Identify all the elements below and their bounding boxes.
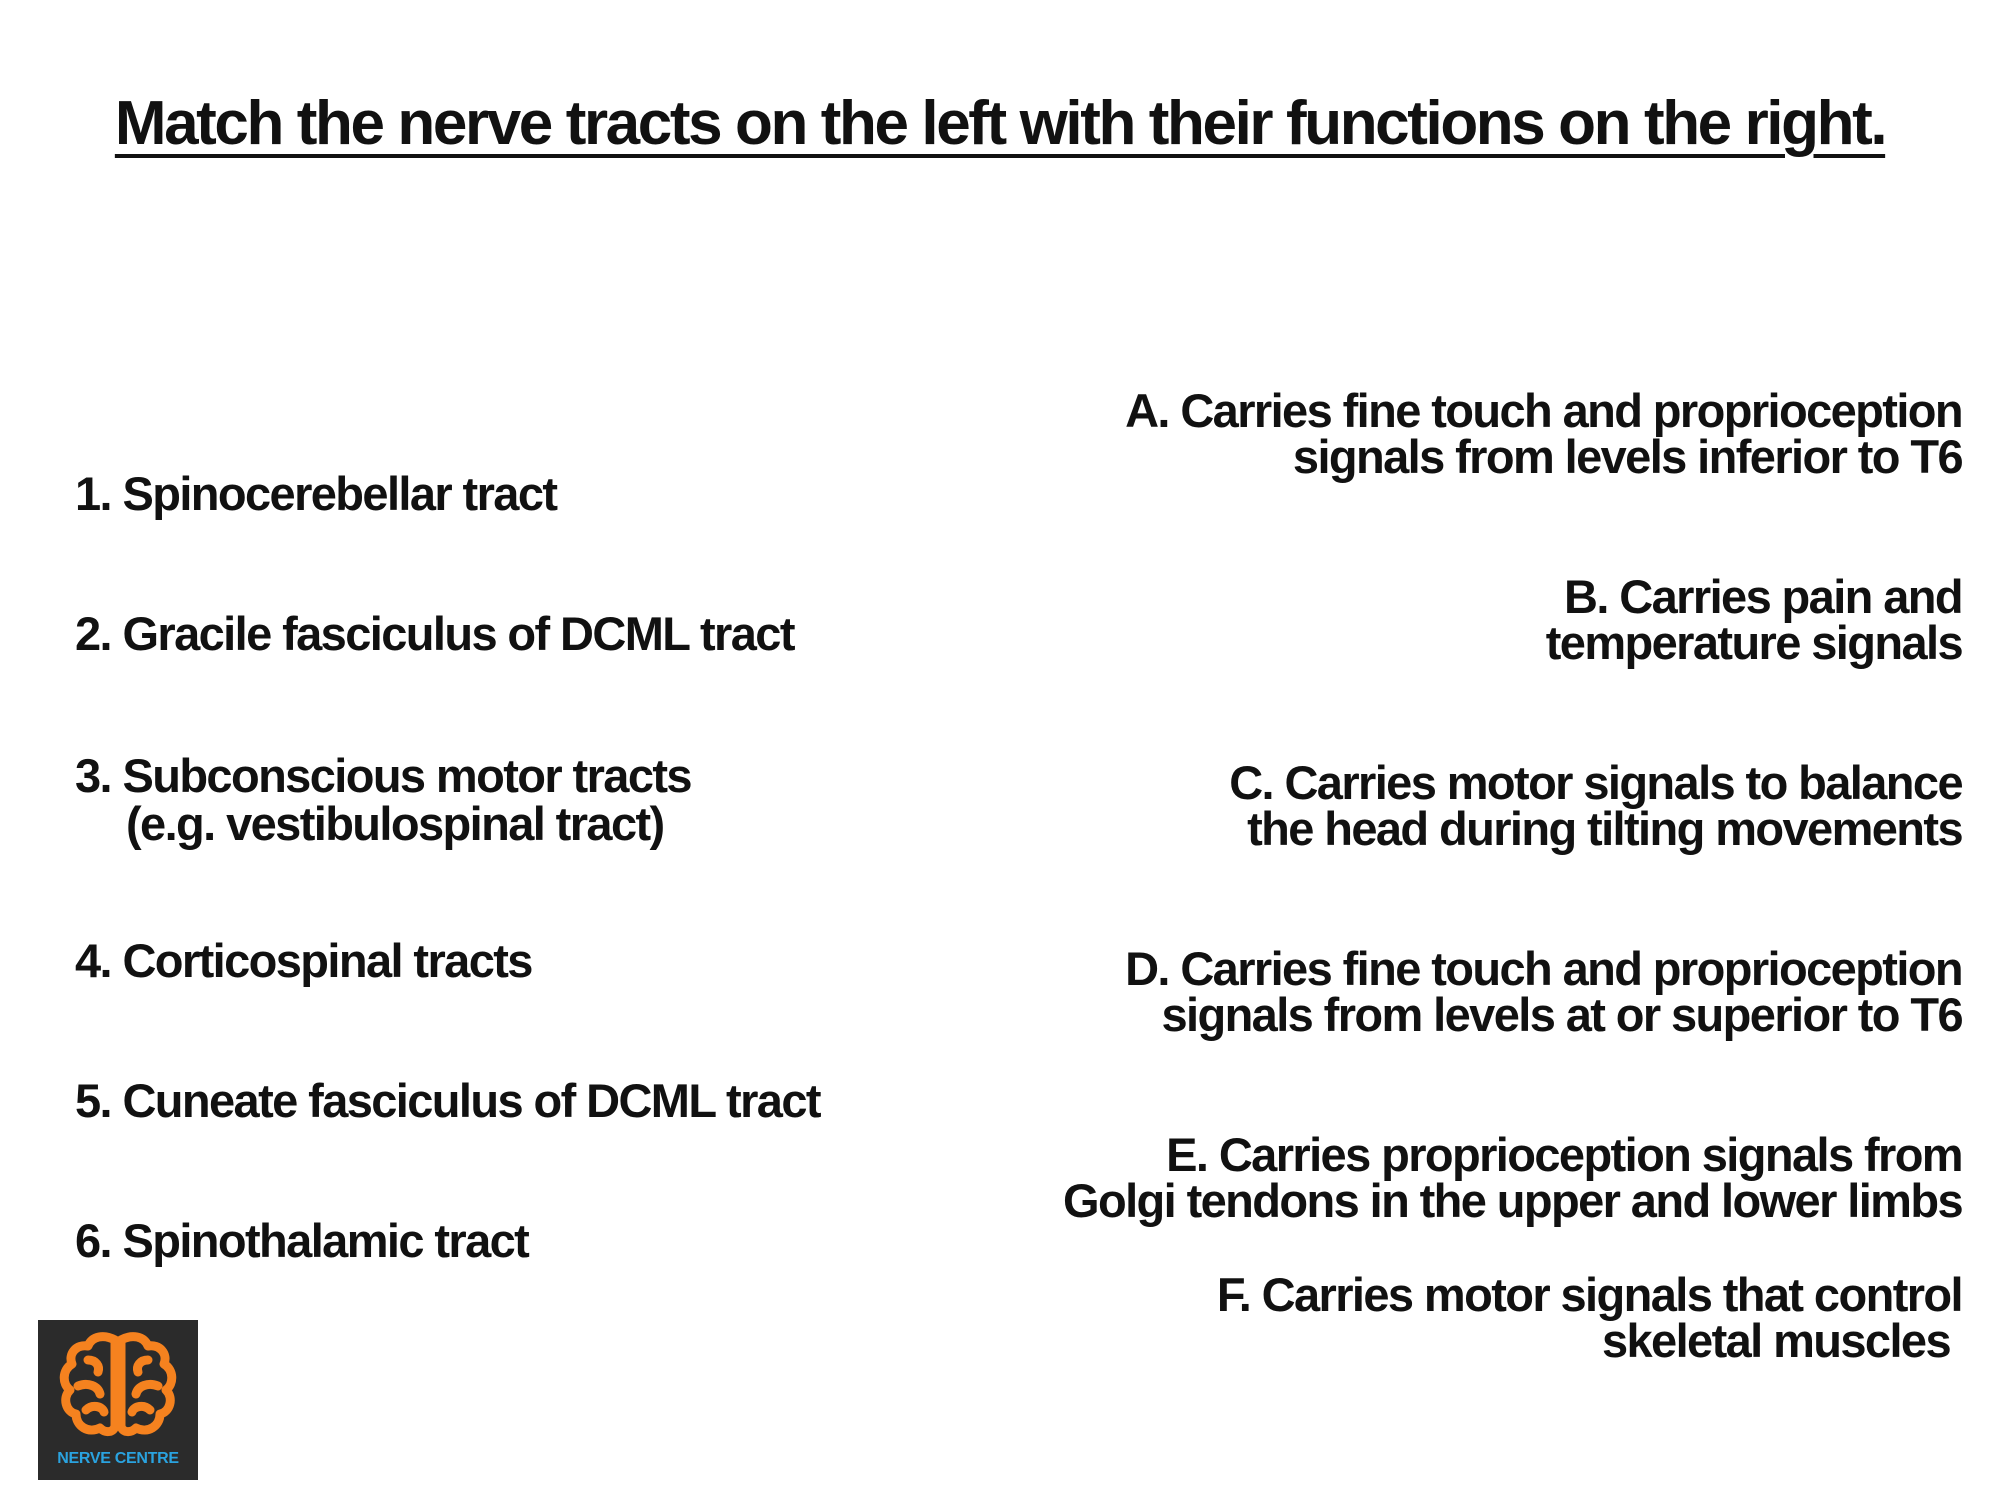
function-item-line: F. Carries motor signals that control xyxy=(1216,1268,1964,1321)
function-item-c: C. Carries motor signals to balance the … xyxy=(1229,756,1964,855)
tract-item-4: 4. Corticospinal tracts xyxy=(75,934,533,987)
function-item-line: signals from levels at or superior to T6 xyxy=(1161,988,1963,1041)
function-item-line: Golgi tendons in the upper and lower lim… xyxy=(1063,1174,1964,1227)
nerve-centre-logo: NERVE CENTRE xyxy=(38,1320,198,1480)
function-item-e: E. Carries proprioception signals from G… xyxy=(1063,1128,1964,1227)
function-item-line: temperature signals xyxy=(1545,616,1964,669)
page-title: Match the nerve tracts on the left with … xyxy=(114,89,1888,158)
function-item-a: A. Carries fine touch and proprioception… xyxy=(1125,384,1964,483)
tract-item-2: 2. Gracile fasciculus of DCML tract xyxy=(75,607,795,660)
function-item-line: C. Carries motor signals to balance xyxy=(1229,756,1963,809)
function-item-f: F. Carries motor signals that control sk… xyxy=(1216,1268,1964,1367)
tract-item-label: 1. Spinocerebellar tract xyxy=(75,467,558,520)
tract-item-1: 1. Spinocerebellar tract xyxy=(75,467,558,520)
function-item-line: B. Carries pain and xyxy=(1564,570,1964,623)
tract-item-label: 3. Subconscious motor tracts xyxy=(75,749,693,802)
function-item-line: A. Carries fine touch and proprioception xyxy=(1125,384,1964,437)
function-item-d: D. Carries fine touch and proprioception… xyxy=(1125,942,1964,1041)
function-item-line: signals from levels inferior to T6 xyxy=(1292,430,1964,483)
function-item-line: the head during tilting movements xyxy=(1247,802,1964,855)
tract-item-3: 3. Subconscious motor tracts (e.g. vesti… xyxy=(75,749,693,850)
tract-item-label: 4. Corticospinal tracts xyxy=(75,934,533,987)
tract-item-5: 5. Cuneate fasciculus of DCML tract xyxy=(75,1074,822,1127)
logo-text: NERVE CENTRE xyxy=(57,1450,179,1467)
function-item-line: skeletal muscles xyxy=(1601,1314,1952,1367)
tract-item-label: 5. Cuneate fasciculus of DCML tract xyxy=(75,1074,822,1127)
function-item-b: B. Carries pain and temperature signals xyxy=(1545,570,1964,669)
brain-icon xyxy=(59,1332,177,1437)
function-item-line: D. Carries fine touch and proprioception xyxy=(1125,942,1964,995)
tract-item-label: 2. Gracile fasciculus of DCML tract xyxy=(75,607,795,660)
tract-item-label: 6. Spinothalamic tract xyxy=(75,1214,530,1267)
tract-item-6: 6. Spinothalamic tract xyxy=(75,1214,530,1267)
function-item-line: E. Carries proprioception signals from xyxy=(1166,1128,1963,1181)
tract-item-sublabel: (e.g. vestibulospinal tract) xyxy=(126,797,665,850)
